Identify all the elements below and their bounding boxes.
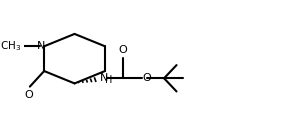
Text: O: O xyxy=(143,73,151,83)
Text: CH$_3$: CH$_3$ xyxy=(0,39,21,53)
Text: O: O xyxy=(24,90,33,100)
Text: O: O xyxy=(119,45,128,55)
Text: N: N xyxy=(37,41,45,51)
Text: H: H xyxy=(105,75,112,85)
Text: N: N xyxy=(100,73,109,83)
